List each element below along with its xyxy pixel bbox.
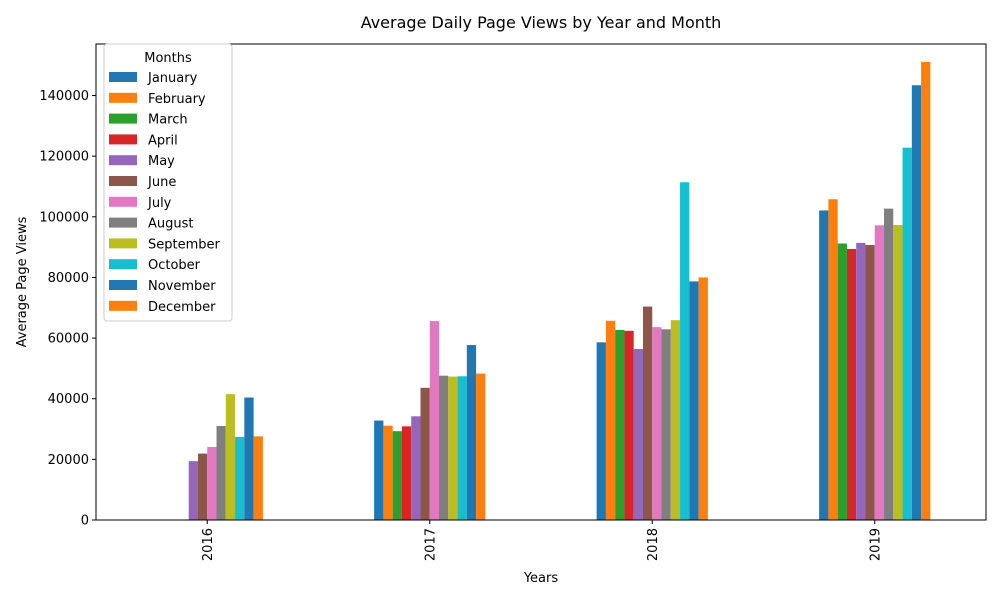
bar-july-2016 — [207, 446, 217, 520]
y-tick-label: 0 — [81, 514, 89, 529]
legend-label-february: February — [148, 92, 206, 107]
bar-february-2019 — [828, 199, 838, 521]
legend-swatch-april — [109, 134, 137, 145]
bar-april-2017 — [401, 426, 412, 520]
bar-september-2018 — [670, 320, 681, 520]
bar-december-2017 — [476, 373, 486, 520]
x-tick-label: 2017 — [423, 528, 438, 561]
bar-february-2018 — [605, 320, 616, 520]
x-tick-label: 2016 — [201, 528, 216, 561]
bar-march-2019 — [837, 243, 847, 520]
legend-swatch-november — [109, 280, 137, 290]
bar-august-2019 — [884, 208, 894, 520]
bar-may-2019 — [856, 242, 866, 520]
legend-label-june: June — [147, 175, 176, 190]
bar-may-2017 — [411, 416, 421, 520]
y-tick-label: 80000 — [48, 271, 89, 286]
bar-november-2019 — [911, 85, 922, 520]
legend-swatch-january — [109, 72, 137, 82]
bar-december-2019 — [921, 61, 931, 520]
bar-january-2019 — [819, 210, 829, 520]
legend-swatch-july — [109, 196, 137, 207]
bar-may-2016 — [188, 461, 198, 520]
legend-swatch-march — [109, 113, 137, 124]
legend-swatch-october — [109, 259, 137, 270]
bar-september-2016 — [225, 394, 236, 520]
bar-september-2017 — [448, 376, 458, 520]
x-axis-label: Years — [523, 571, 559, 586]
bar-july-2019 — [874, 225, 885, 521]
legend-swatch-may — [109, 155, 137, 166]
y-tick-label: 120000 — [39, 150, 89, 165]
bar-july-2017 — [429, 321, 440, 520]
bar-april-2018 — [624, 330, 634, 520]
legend-swatch-december — [109, 300, 137, 311]
x-axis: 2016 2017 2018 2019 — [201, 520, 883, 561]
legend: Months JanuaryFebruaryMarchAprilMayJuneJ… — [103, 43, 233, 322]
plot-frame — [95, 43, 987, 521]
bars-group — [188, 61, 931, 521]
bar-october-2016 — [235, 436, 245, 520]
bar-september-2019 — [893, 225, 903, 520]
legend-box — [103, 43, 233, 322]
bar-october-2019 — [902, 147, 912, 520]
bar-november-2016 — [244, 397, 254, 520]
y-tick-label: 100000 — [39, 210, 89, 225]
legend-label-september: September — [148, 237, 221, 252]
y-tick-label: 40000 — [48, 392, 89, 407]
legend-swatch-august — [109, 217, 137, 228]
legend-swatch-june — [109, 176, 137, 186]
bar-april-2019 — [846, 248, 857, 520]
legend-label-march: March — [148, 113, 188, 128]
y-tick-label: 140000 — [39, 89, 89, 104]
bar-july-2018 — [652, 327, 662, 520]
legend-items: January February March April May June July Augu… — [109, 71, 221, 315]
bar-january-2017 — [374, 420, 384, 520]
x-tick-label: 2019 — [868, 528, 883, 561]
legend-swatch-september — [109, 238, 137, 249]
bar-august-2018 — [661, 329, 671, 520]
bar-march-2017 — [392, 431, 402, 520]
legend-label-november: November — [148, 279, 216, 294]
bar-october-2017 — [457, 376, 467, 520]
legend-label-october: October — [148, 258, 201, 273]
y-tick-label: 20000 — [48, 453, 89, 468]
bar-january-2018 — [596, 342, 606, 520]
bar-october-2018 — [680, 182, 690, 520]
bar-november-2017 — [466, 345, 477, 520]
bar-august-2017 — [439, 375, 449, 520]
chart-title: Average Daily Page Views by Year and Mon… — [361, 13, 722, 32]
bar-may-2018 — [633, 349, 643, 520]
bar-june-2018 — [642, 306, 653, 520]
legend-title: Months — [144, 51, 192, 66]
legend-label-december: December — [148, 300, 216, 315]
legend-swatch-february — [109, 92, 137, 103]
bar-march-2018 — [615, 329, 625, 520]
legend-label-april: April — [148, 133, 178, 148]
y-axis: 0 20000 40000 60000 80000 100000 120000 140000 — [39, 89, 96, 529]
legend-label-august: August — [148, 217, 194, 232]
bar-august-2016 — [216, 426, 226, 520]
bar-june-2016 — [197, 453, 208, 520]
bar-december-2018 — [698, 277, 708, 520]
y-tick-label: 60000 — [48, 332, 89, 347]
bar-june-2017 — [420, 387, 430, 520]
x-tick-label: 2018 — [646, 528, 661, 561]
bar-february-2017 — [383, 425, 393, 520]
bar-december-2016 — [253, 436, 263, 520]
y-axis-label: Average Page Views — [15, 216, 30, 347]
legend-label-july: July — [147, 196, 172, 211]
bar-november-2018 — [689, 281, 699, 520]
legend-label-may: May — [148, 154, 175, 169]
legend-label-january: January — [147, 71, 198, 86]
bar-june-2019 — [865, 245, 875, 520]
